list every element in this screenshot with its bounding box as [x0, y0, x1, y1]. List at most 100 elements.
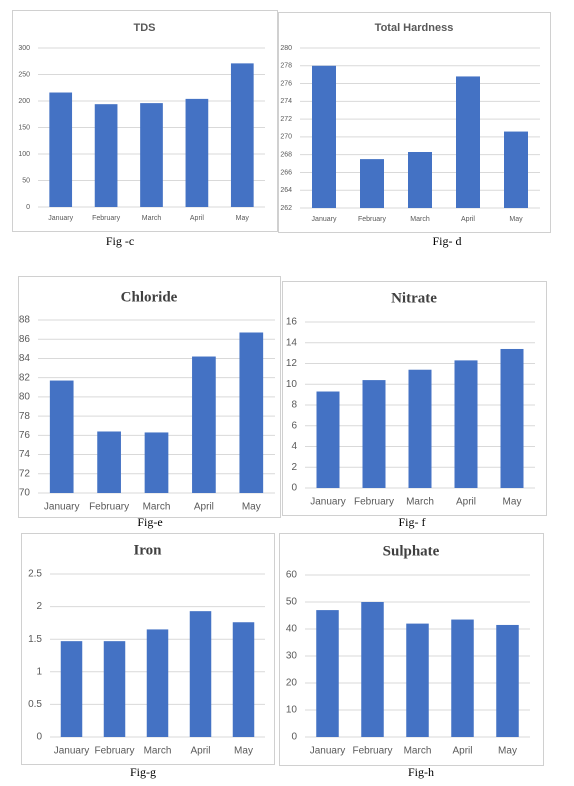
y-tick-label: 84 — [19, 353, 31, 364]
chart-title: Total Hardness — [375, 22, 454, 34]
bar — [140, 103, 163, 207]
y-tick-label: 2 — [291, 462, 297, 473]
x-tick-label: February — [94, 746, 134, 757]
y-tick-label: 262 — [280, 205, 292, 212]
bar — [192, 356, 216, 493]
figure-caption: Fig -c — [106, 234, 134, 248]
y-tick-label: 300 — [18, 45, 30, 52]
chart-title: Chloride — [121, 289, 178, 305]
y-tick-label: 88 — [19, 315, 31, 326]
bar — [496, 624, 519, 737]
bar — [189, 611, 212, 737]
figure-caption: Fig-e — [137, 515, 162, 529]
chart-title: TDS — [134, 22, 156, 34]
figure-caption: Fig- d — [432, 234, 461, 248]
bar — [316, 610, 339, 737]
x-tick-label: January — [44, 502, 80, 513]
y-tick-label: 50 — [22, 177, 30, 184]
x-tick-label: March — [143, 502, 171, 513]
y-tick-label: 12 — [286, 358, 298, 369]
bar — [454, 360, 478, 488]
y-tick-label: 30 — [286, 651, 298, 662]
x-tick-label: May — [509, 216, 523, 223]
x-tick-label: January — [312, 216, 337, 223]
x-tick-label: March — [144, 746, 172, 757]
y-tick-label: 276 — [280, 80, 292, 87]
y-tick-label: 6 — [291, 420, 297, 431]
x-tick-label: March — [410, 216, 430, 223]
bar — [49, 92, 73, 207]
y-tick-label: 270 — [280, 134, 292, 141]
y-tick-label: 268 — [280, 152, 292, 159]
x-tick-label: February — [89, 502, 129, 513]
bar — [316, 391, 340, 488]
y-tick-label: 16 — [286, 317, 298, 328]
y-tick-label: 60 — [286, 570, 298, 581]
bar — [94, 104, 118, 207]
x-tick-label: March — [142, 215, 162, 222]
x-tick-label: May — [234, 746, 253, 757]
y-tick-label: 70 — [19, 488, 31, 499]
bar — [146, 629, 169, 737]
bar — [239, 332, 264, 493]
y-tick-label: 14 — [286, 337, 298, 348]
bar — [362, 380, 386, 488]
y-tick-label: 100 — [18, 151, 30, 158]
y-tick-label: 272 — [280, 116, 292, 123]
x-tick-label: January — [48, 215, 73, 222]
y-tick-label: 278 — [280, 63, 292, 70]
y-tick-label: 0.5 — [28, 699, 42, 710]
chart-title: Sulphate — [383, 543, 440, 559]
bar — [230, 63, 254, 208]
y-tick-label: 78 — [19, 411, 31, 422]
bar — [406, 623, 429, 737]
x-tick-label: February — [354, 497, 394, 508]
y-tick-label: 20 — [286, 678, 298, 689]
x-tick-label: January — [310, 497, 346, 508]
y-tick-label: 274 — [280, 98, 292, 105]
bar — [361, 602, 384, 737]
bar — [49, 380, 74, 493]
x-tick-label: April — [194, 502, 214, 513]
bar — [408, 152, 432, 208]
x-tick-label: February — [352, 746, 392, 757]
bar — [504, 131, 528, 208]
chart-title: Iron — [133, 542, 162, 558]
x-tick-label: May — [503, 497, 522, 508]
x-tick-label: May — [242, 502, 261, 513]
bar — [456, 76, 480, 208]
y-tick-label: 4 — [291, 441, 297, 452]
bar — [103, 641, 126, 737]
y-tick-label: 0 — [291, 732, 297, 743]
bar — [232, 622, 255, 737]
y-tick-label: 8 — [291, 400, 297, 411]
x-tick-label: March — [404, 746, 432, 757]
y-tick-label: 0 — [26, 204, 30, 211]
y-tick-label: 0 — [291, 483, 297, 494]
bar — [360, 159, 384, 208]
y-tick-label: 76 — [19, 430, 31, 441]
y-tick-label: 1 — [36, 666, 42, 677]
y-tick-label: 82 — [19, 372, 31, 383]
y-tick-label: 86 — [19, 334, 31, 345]
x-tick-label: March — [406, 497, 434, 508]
bar — [312, 65, 336, 209]
y-tick-label: 10 — [286, 705, 298, 716]
x-tick-label: February — [358, 216, 387, 223]
y-tick-label: 150 — [18, 124, 30, 131]
bar — [97, 431, 121, 493]
y-tick-label: 50 — [286, 597, 298, 608]
chart-title: Nitrate — [391, 290, 437, 306]
y-tick-label: 40 — [286, 624, 298, 635]
y-tick-label: 0 — [36, 732, 42, 743]
y-tick-label: 266 — [280, 169, 292, 176]
y-tick-label: 200 — [18, 98, 30, 105]
x-tick-label: April — [456, 497, 476, 508]
figure-caption: Fig-h — [408, 765, 434, 779]
y-tick-label: 280 — [280, 45, 292, 52]
bar — [500, 348, 524, 488]
x-tick-label: May — [236, 215, 250, 222]
bar — [144, 432, 169, 493]
x-tick-label: April — [190, 215, 204, 222]
